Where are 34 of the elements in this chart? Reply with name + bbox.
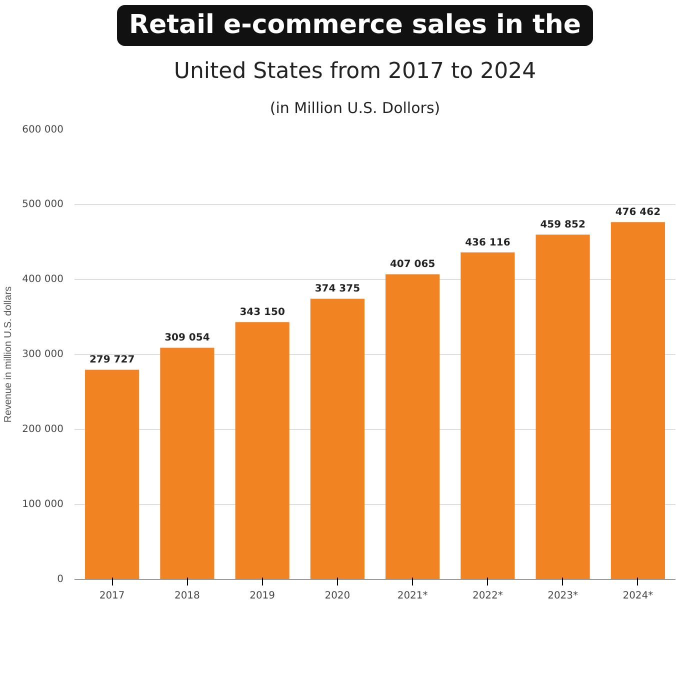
x-tick-label: 2023*: [548, 590, 578, 602]
y-tick-label: 600 000: [22, 124, 64, 136]
data-label: 436 116: [465, 237, 510, 248]
x-tick-label: 2019: [250, 590, 276, 602]
y-tick-label: 400 000: [22, 274, 64, 285]
x-tick-label: 2018: [174, 590, 200, 602]
x-tick-label: 2024*: [622, 590, 654, 602]
y-tick-label: 100 000: [22, 498, 64, 510]
bar: [536, 234, 590, 580]
x-tick-label: 2022*: [472, 590, 503, 602]
chart-subtitle: (in Million U.S. Dollors): [270, 98, 440, 117]
x-tick-label: 2017: [99, 590, 125, 602]
data-label: 459 852: [540, 220, 586, 231]
data-label: 407 065: [390, 259, 436, 270]
y-tick-label: 0: [57, 574, 64, 585]
data-label: 343 150: [240, 307, 285, 318]
bar: [160, 348, 214, 580]
data-label: 374 375: [314, 284, 360, 295]
x-tick-label: 2021*: [397, 590, 428, 602]
bar: [386, 274, 440, 580]
data-label: 309 054: [164, 332, 210, 344]
bar: [610, 222, 665, 580]
y-tick-label: 300 000: [22, 348, 64, 360]
bar: [460, 252, 515, 580]
chart-title: Retail e-commerce sales in the United States from 2017 to 2024: [128, 9, 582, 84]
y-tick-label: 500 000: [22, 198, 64, 210]
bar: [235, 322, 290, 580]
data-label: 279 727: [89, 354, 135, 366]
data-label: 476 462: [615, 207, 661, 218]
y-axis-title: Revenue in million U.S. dollars: [3, 286, 14, 423]
x-tick-label: 2020: [324, 590, 350, 602]
y-tick-label: 200 000: [22, 424, 64, 435]
bar: [85, 370, 140, 580]
bar: [310, 298, 364, 580]
